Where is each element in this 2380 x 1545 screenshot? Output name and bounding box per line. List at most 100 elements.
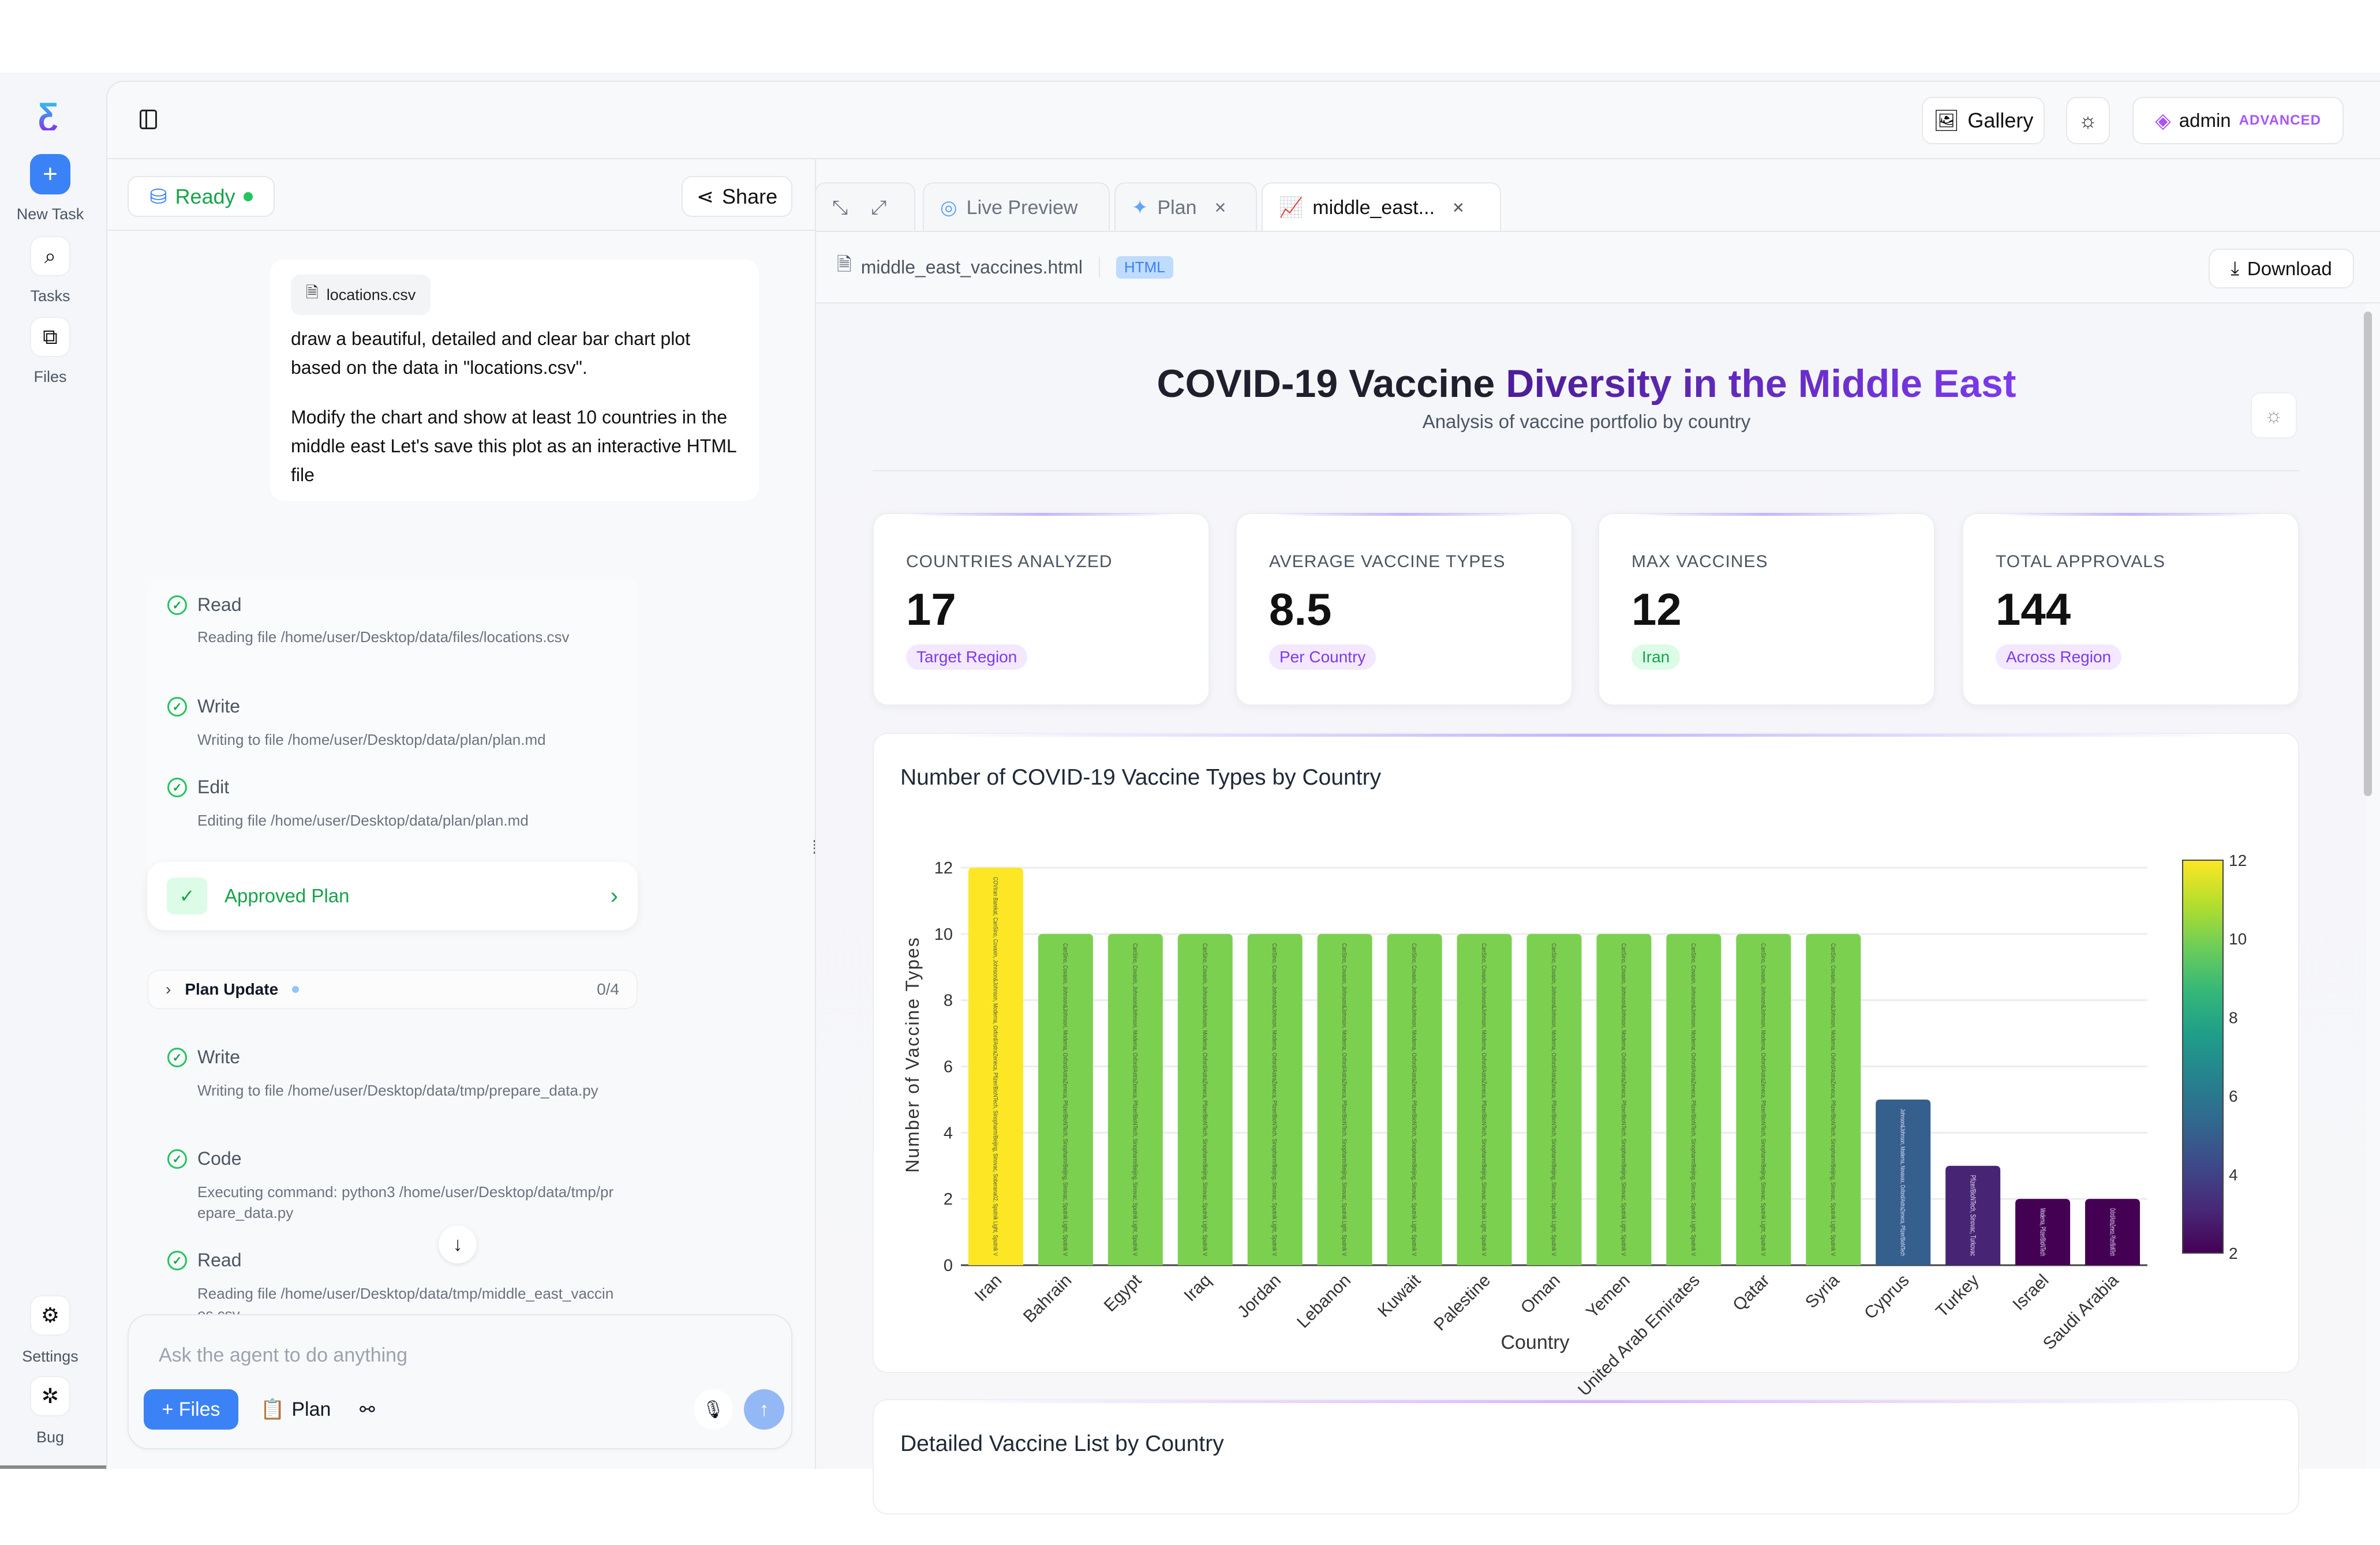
stat-card: AVERAGE VACCINE TYPES 8.5 Per Country (1236, 513, 1573, 706)
bar (1317, 933, 1372, 1265)
bar-text: CanSino, Covaxin, Johnson&Johnson, Moder… (1131, 943, 1138, 1257)
settings-label: Settings (22, 1348, 78, 1365)
gallery-button[interactable]: 🖼 Gallery (1922, 97, 2045, 144)
detail-title: Detailed Vaccine List by Country (900, 1431, 1224, 1456)
stat-value: 17 (906, 584, 956, 635)
bar (1876, 1099, 1931, 1265)
logo: Ƹ (38, 98, 62, 130)
clipboard-icon: 📋 (260, 1398, 285, 1420)
user-menu-button[interactable]: ◈ admin ADVANCED (2132, 97, 2344, 144)
expand-icon[interactable]: ⤢ (871, 196, 887, 219)
files-button[interactable]: ⧉ (30, 317, 70, 357)
collapse-icon[interactable]: ⤡ (832, 196, 848, 219)
gear-icon: ⚙ (40, 1303, 60, 1327)
plan-label: Plan (291, 1398, 331, 1420)
bar-text: CanSino, Covaxin, Johnson&Johnson, Moder… (1760, 943, 1767, 1257)
bar (1038, 933, 1093, 1265)
tabs-divider (815, 231, 2380, 232)
left-header-divider (106, 230, 815, 231)
new-task-button[interactable]: + (30, 154, 70, 194)
status-dot (243, 192, 253, 201)
header-bar (106, 158, 2380, 159)
chat-input[interactable]: Ask the agent to do anything (159, 1344, 407, 1366)
bar (1526, 933, 1582, 1265)
panel-resize-handle[interactable] (814, 840, 817, 854)
right-panel (815, 158, 2380, 1469)
colorbar (2182, 860, 2224, 1254)
bar (1736, 933, 1791, 1265)
check-icon: ✓ (167, 1048, 187, 1067)
stat-card: TOTAL APPROVALS 144 Across Region (1962, 513, 2299, 706)
bar (1177, 933, 1233, 1265)
scrollbar[interactable] (2364, 312, 2372, 796)
bar (2085, 1199, 2140, 1265)
send-button[interactable]: ↑ (744, 1389, 784, 1430)
colorbar-tick-label: 8 (2229, 1008, 2238, 1026)
colorbar-tick-label: 10 (2229, 930, 2247, 948)
approved-plan-card[interactable]: ✓ Approved Plan › (147, 862, 638, 930)
file-bar: 🗎 middle_east_vaccines.html HTML (816, 232, 2380, 303)
page-theme-button[interactable]: ☼ (2251, 392, 2297, 438)
file-icon: 🗎 (306, 284, 319, 301)
plan-update-label: Plan Update (185, 980, 279, 998)
x-tick-label: Jordan (1234, 1271, 1285, 1322)
tools-icon[interactable]: ⚯ (360, 1399, 375, 1420)
x-tick-label: Iran (971, 1271, 1006, 1306)
share-button[interactable]: ⋖ Share (682, 176, 792, 217)
bar (1945, 1165, 2001, 1265)
chart-icon: 📈 (1279, 197, 1304, 219)
x-tick-label: Cyprus (1861, 1271, 1913, 1323)
file-name: middle_east_vaccines.html (860, 256, 1083, 278)
title-part: COVID-19 Vaccine (1157, 362, 1506, 406)
bar-text: CanSino, Covaxin, Johnson&Johnson, Moder… (1341, 943, 1348, 1257)
steps-group (147, 577, 638, 915)
bar-text: Moderna, Pfizer/BioNTech (2039, 1208, 2048, 1256)
scroll-down-button[interactable]: ↓ (439, 1225, 477, 1263)
close-icon[interactable]: ✕ (1452, 198, 1465, 216)
microphone-button[interactable]: 🎙 (694, 1389, 732, 1430)
plan-update-count: 0/4 (597, 980, 619, 998)
app-window: Ƹ + New Task ⌕ Tasks ⧉ Files ⚙ Settings … (0, 73, 2380, 1514)
colorbar-tick-label: 12 (2229, 852, 2247, 869)
tab-middle-east[interactable]: 📈 middle_east... ✕ (1262, 182, 1501, 232)
bug-label: Bug (36, 1428, 65, 1446)
download-button[interactable]: ⤓ Download (2209, 249, 2354, 288)
tasks-label: Tasks (30, 287, 70, 305)
x-tick-label: Turkey (1932, 1271, 1982, 1321)
step-desc: Writing to file /home/user/Desktop/data/… (197, 1082, 598, 1099)
y-axis-title: Number of Vaccine Types (902, 936, 923, 1172)
bar (1457, 933, 1512, 1265)
approved-plan-label: Approved Plan (224, 885, 350, 906)
chevron-right-icon: › (610, 883, 618, 909)
check-icon: ✓ (167, 1149, 187, 1169)
new-task-label: New Task (16, 205, 84, 223)
check-icon: ✓ (167, 877, 207, 914)
x-tick-label: Iraq (1180, 1271, 1215, 1306)
add-files-button[interactable]: + Files (144, 1389, 238, 1430)
close-icon[interactable]: ✕ (1214, 198, 1227, 216)
download-icon: ⤓ (2231, 257, 2239, 279)
tab-plan[interactable]: ✦ Plan ✕ (1114, 182, 1257, 232)
theme-toggle-button[interactable]: ☼ (2066, 97, 2110, 144)
plan-toggle-button[interactable]: 📋 Plan (260, 1389, 331, 1430)
bar (1666, 933, 1722, 1265)
plan-update-row[interactable]: › Plan Update 0/4 (147, 970, 638, 1009)
status-button[interactable]: ⛁ Ready (128, 176, 275, 217)
stat-badge: Iran (1631, 644, 1681, 670)
file-icon: 🗎 (837, 254, 852, 275)
attachment-chip[interactable]: 🗎 locations.csv (291, 275, 431, 315)
plan-badge: ADVANCED (2239, 112, 2321, 128)
stat-label: TOTAL APPROVALS (1996, 552, 2165, 571)
settings-button[interactable]: ⚙ (30, 1295, 70, 1336)
x-axis-title: Country (1500, 1332, 1569, 1353)
bar-text: Oxford/AstraZeneca, Pfizer/BioNTech (2109, 1208, 2117, 1256)
sparkle-icon: ✦ (1132, 197, 1148, 219)
layers-icon: ◈ (2155, 108, 2171, 132)
x-tick-label: Lebanon (1293, 1271, 1354, 1332)
tab-live-preview[interactable]: ◎ Live Preview (923, 182, 1110, 232)
tasks-button[interactable]: ⌕ (30, 236, 70, 276)
bug-button[interactable]: ✲ (30, 1376, 70, 1416)
bar-text: CanSino, Covaxin, Johnson&Johnson, Moder… (1690, 943, 1697, 1257)
sidebar-toggle-icon[interactable] (140, 110, 157, 129)
stat-card: COUNTRIES ANALYZED 17 Target Region (873, 513, 1210, 706)
